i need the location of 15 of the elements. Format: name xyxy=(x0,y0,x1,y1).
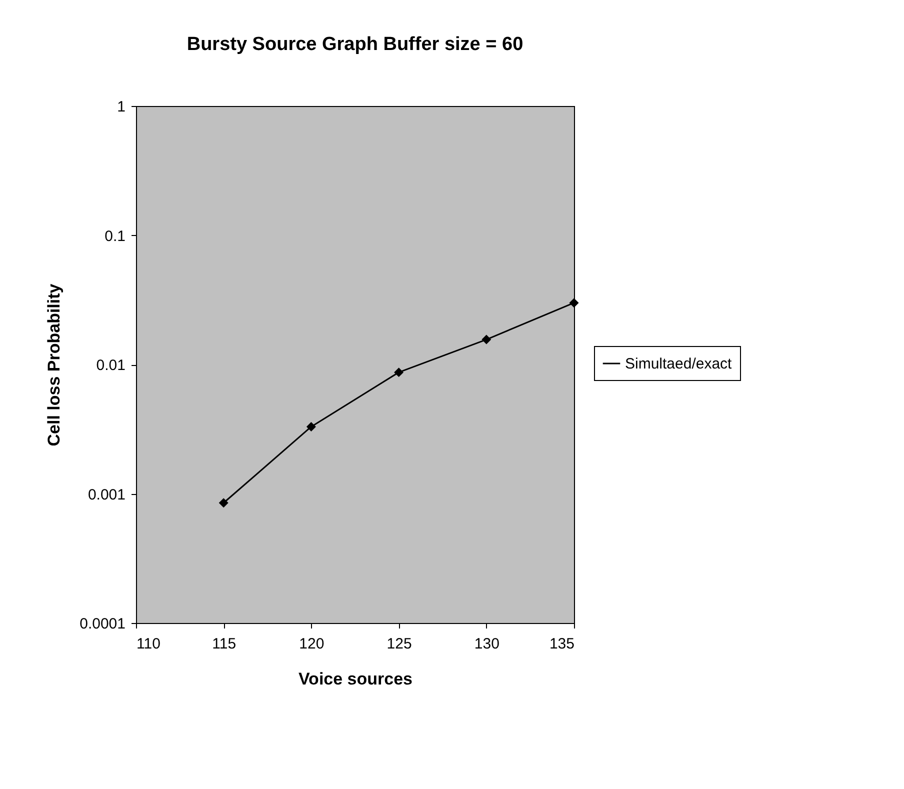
y-tick-label: 0.01 xyxy=(96,357,126,374)
legend-label: Simultaed/exact xyxy=(625,356,733,372)
x-axis-title: Voice sources xyxy=(298,670,413,688)
x-tick-label: 135 xyxy=(549,636,574,652)
y-tick-label: 0.001 xyxy=(88,486,126,504)
x-tick-label: 125 xyxy=(386,636,412,652)
x-tick-label: 110 xyxy=(136,636,160,652)
y-tick-label: 0.1 xyxy=(104,228,126,245)
chart-title: Bursty Source Graph Buffer size = 60 xyxy=(186,34,524,55)
x-tick-label: 130 xyxy=(474,636,500,652)
x-tick-label: 115 xyxy=(212,636,236,652)
y-tick-label: 1 xyxy=(117,98,126,116)
y-axis-title: Cell loss Probability xyxy=(44,283,64,446)
x-tick-label: 120 xyxy=(299,636,324,652)
y-tick-label: 0.0001 xyxy=(80,616,126,632)
